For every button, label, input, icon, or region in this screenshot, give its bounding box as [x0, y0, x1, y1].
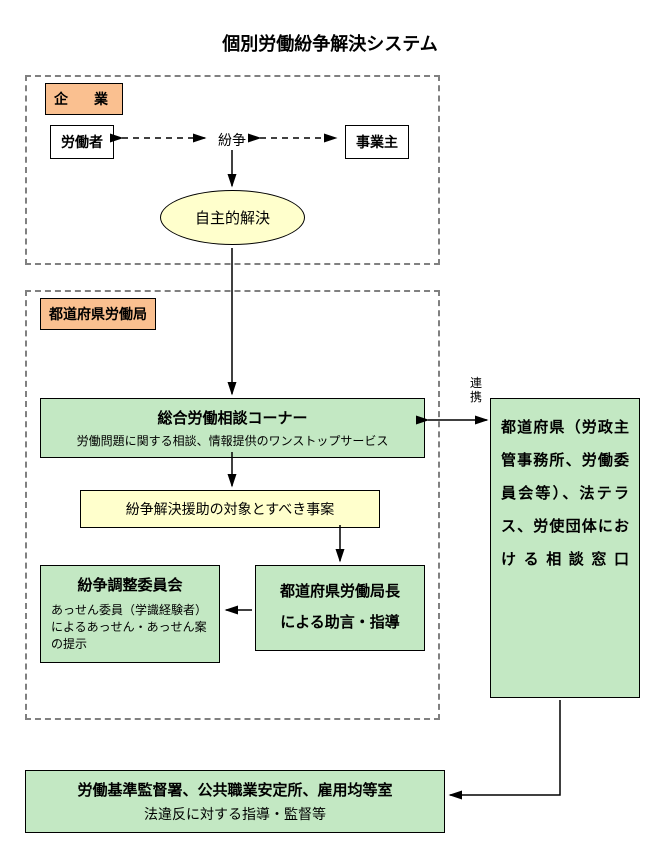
dispute-text: 紛争 — [218, 130, 246, 150]
side-panel-box: 都道府県（労政主管事務所、労働委員会等）、法テラス、労使団体における相談窓口 — [490, 398, 640, 698]
self-resolve-text: 自主的解決 — [195, 207, 270, 228]
director-box: 都道府県労働局長 による助言・指導 — [255, 565, 425, 651]
enterprise-label: 企 業 — [45, 83, 123, 115]
bottom-box: 労働基準監督署、公共職業安定所、雇用均等室 法違反に対する指導・監督等 — [25, 770, 445, 833]
director-line1: 都道府県労働局長 — [262, 580, 418, 601]
coop-label: 連 携 — [470, 376, 482, 405]
worker-box: 労働者 — [50, 125, 114, 159]
employer-box: 事業主 — [345, 125, 409, 159]
consult-corner-sub: 労働問題に関する相談、情報提供のワンストップサービス — [47, 432, 418, 449]
diagram-title: 個別労働紛争解決システム — [0, 30, 660, 56]
bureau-label: 都道府県労働局 — [40, 298, 156, 330]
self-resolve-ellipse: 自主的解決 — [160, 190, 305, 245]
consult-corner-box: 総合労働相談コーナー 労働問題に関する相談、情報提供のワンストップサービス — [40, 398, 425, 458]
target-cases-box: 紛争解決援助の対象とすべき事案 — [80, 490, 380, 528]
director-line2: による助言・指導 — [262, 611, 418, 632]
committee-hdr: 紛争調整委員会 — [47, 574, 213, 595]
consult-corner-hdr: 総合労働相談コーナー — [47, 407, 418, 428]
bottom-hdr: 労働基準監督署、公共職業安定所、雇用均等室 — [32, 779, 438, 800]
bottom-sub: 法違反に対する指導・監督等 — [32, 804, 438, 824]
arrow-side-bottom — [450, 700, 560, 795]
committee-box: 紛争調整委員会 あっせん委員（学識経験者）によるあっせん・あっせん案の提示 — [40, 565, 220, 663]
committee-sub: あっせん委員（学識経験者）によるあっせん・あっせん案の提示 — [47, 599, 213, 654]
side-panel-text: 都道府県（労政主管事務所、労働委員会等）、法テラス、労使団体における相談窓口 — [501, 419, 629, 568]
